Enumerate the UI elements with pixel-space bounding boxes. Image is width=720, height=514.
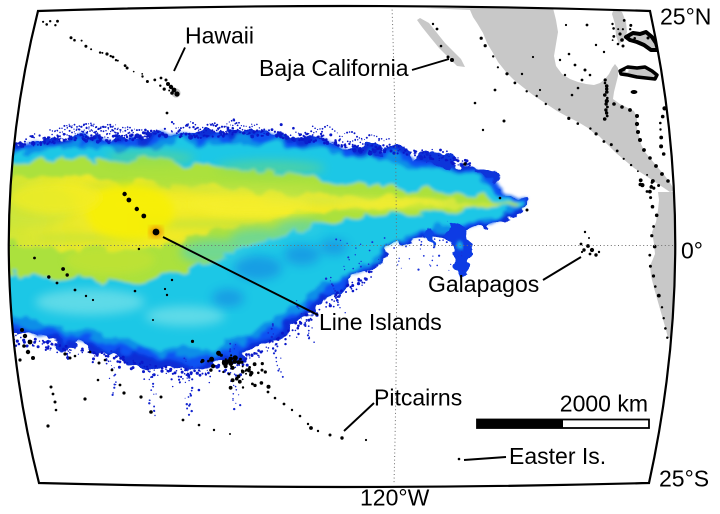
svg-text:120°W: 120°W xyxy=(360,485,430,511)
svg-text:25°N: 25°N xyxy=(660,4,711,30)
svg-text:25°S: 25°S xyxy=(659,466,709,492)
svg-text:Galapagos: Galapagos xyxy=(428,271,539,297)
svg-text:Hawaii: Hawaii xyxy=(185,23,254,49)
svg-text:Line Islands: Line Islands xyxy=(319,309,442,335)
svg-text:Baja California: Baja California xyxy=(259,55,409,81)
svg-text:0°: 0° xyxy=(681,238,703,264)
svg-text:Pitcairns: Pitcairns xyxy=(374,385,462,411)
svg-text:Easter Is.: Easter Is. xyxy=(509,443,606,469)
svg-text:2000 km: 2000 km xyxy=(560,391,648,417)
